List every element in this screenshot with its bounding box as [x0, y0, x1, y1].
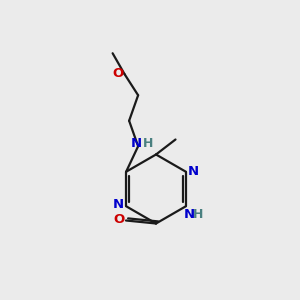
- Text: O: O: [114, 213, 125, 226]
- Text: N: N: [184, 208, 195, 221]
- Text: N: N: [188, 165, 199, 178]
- Text: H: H: [143, 137, 154, 150]
- Text: H: H: [193, 208, 204, 221]
- Text: O: O: [112, 67, 124, 80]
- Text: N: N: [113, 198, 124, 211]
- Text: N: N: [131, 137, 142, 150]
